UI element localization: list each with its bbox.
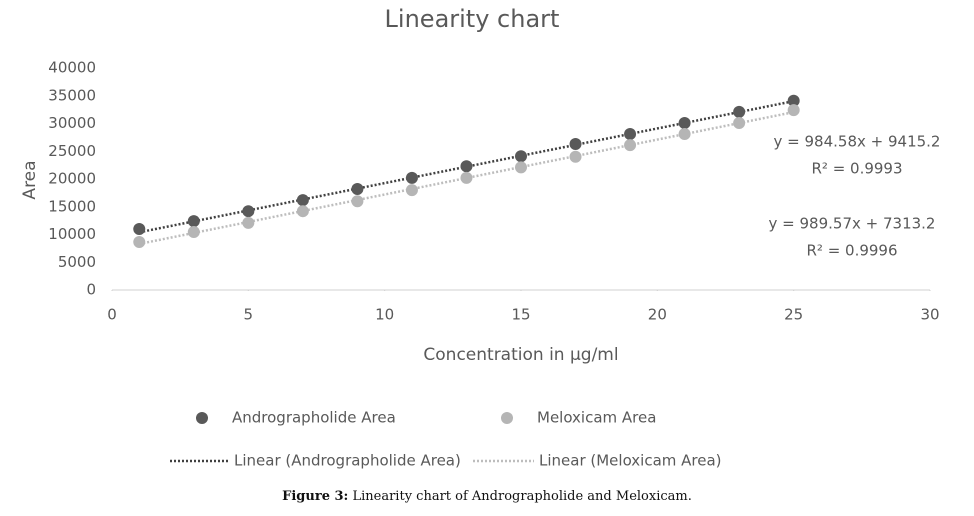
x-tick-label: 10 bbox=[375, 306, 394, 324]
legend-marker bbox=[196, 412, 208, 424]
point bbox=[624, 139, 637, 152]
annotation: R² = 0.9996 bbox=[806, 242, 897, 260]
point bbox=[351, 195, 364, 208]
point bbox=[296, 194, 309, 207]
point bbox=[515, 161, 527, 174]
point bbox=[678, 128, 691, 141]
point bbox=[187, 226, 200, 239]
point bbox=[405, 184, 418, 197]
point bbox=[733, 116, 746, 129]
x-tick-label: 30 bbox=[920, 306, 939, 324]
caption-text: Linearity chart of Andrographolide and M… bbox=[352, 489, 691, 504]
x-axis-label: Concentration in μg/ml bbox=[423, 345, 618, 365]
y-tick-label: 40000 bbox=[48, 59, 96, 77]
caption: Figure 3: Linearity chart of Andrographo… bbox=[282, 489, 692, 504]
annotation: y = 989.57x + 7313.2 bbox=[769, 215, 936, 233]
point bbox=[733, 105, 746, 118]
caption-label: Figure 3: bbox=[282, 489, 348, 504]
point bbox=[242, 205, 255, 218]
point bbox=[296, 205, 309, 218]
legend-label: Andrographolide Area bbox=[232, 409, 396, 427]
point bbox=[242, 216, 255, 229]
legend-label: Meloxicam Area bbox=[537, 409, 656, 427]
y-tick-label: 15000 bbox=[48, 197, 96, 215]
y-tick-label: 5000 bbox=[58, 253, 96, 271]
point bbox=[624, 128, 637, 141]
y-tick-label: 20000 bbox=[48, 170, 96, 188]
point bbox=[678, 116, 691, 129]
legend-label: Linear (Meloxicam Area) bbox=[539, 452, 722, 470]
annotation: R² = 0.9993 bbox=[811, 160, 902, 178]
point bbox=[133, 222, 146, 235]
x-tick-label: 20 bbox=[648, 306, 667, 324]
y-tick-label: 30000 bbox=[48, 114, 96, 132]
point bbox=[787, 94, 800, 107]
x-tick-label: 5 bbox=[244, 306, 254, 324]
legend-label: Linear (Andrographolide Area) bbox=[234, 452, 461, 470]
point bbox=[515, 150, 527, 163]
legend-marker bbox=[501, 412, 513, 424]
point bbox=[787, 104, 800, 117]
annotation: y = 984.58x + 9415.2 bbox=[774, 133, 941, 151]
point bbox=[460, 171, 473, 184]
x-tick-label: 15 bbox=[511, 306, 530, 324]
y-tick-label: 0 bbox=[86, 281, 96, 299]
x-tick-label: 0 bbox=[107, 306, 117, 324]
y-axis-label: Area bbox=[20, 160, 40, 199]
point bbox=[351, 182, 364, 195]
point bbox=[460, 160, 473, 173]
chart-title: Linearity chart bbox=[385, 5, 560, 33]
y-tick-label: 10000 bbox=[48, 225, 96, 243]
y-tick-label: 35000 bbox=[48, 86, 96, 104]
point bbox=[569, 138, 582, 151]
y-tick-label: 25000 bbox=[48, 142, 96, 160]
x-tick-label: 25 bbox=[784, 306, 803, 324]
point bbox=[405, 171, 418, 184]
point bbox=[187, 215, 200, 228]
point bbox=[569, 150, 582, 163]
point bbox=[133, 235, 146, 248]
